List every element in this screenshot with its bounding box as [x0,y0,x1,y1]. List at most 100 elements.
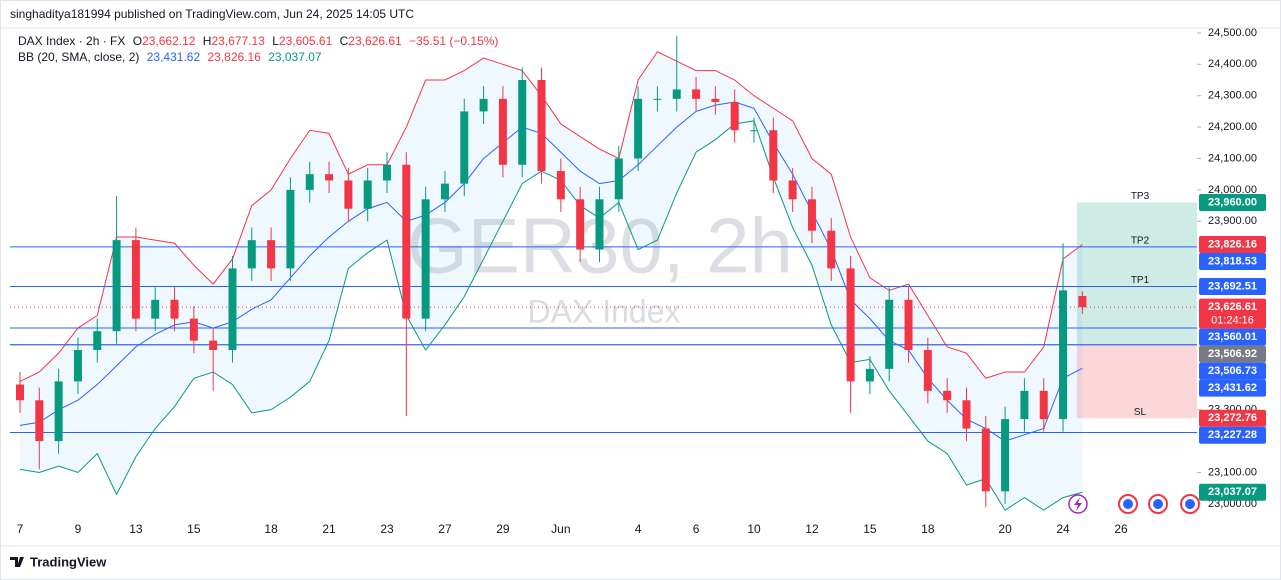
footer-brand: TradingView [30,554,107,569]
x-tick-label: 29 [496,522,510,536]
legend-symbol: DAX Index · 2h · FX [18,34,125,48]
candle-body [827,230,836,269]
candle-body [711,98,720,102]
footer-logo: TradingView [10,554,107,569]
event-dot [1185,499,1195,509]
candle-body [189,318,198,341]
candle-body [923,350,932,391]
candle-body [518,80,527,165]
legend-indicator: BB (20, SMA, close, 2) 23,431.62 23,826.… [18,50,322,64]
candle-body [1020,390,1029,420]
indicator-value: 23,826.16 [207,50,261,64]
candle-body [1039,390,1048,420]
x-tick-label: 27 [438,522,452,536]
price-label-box [1199,409,1266,427]
candle-body [614,158,623,200]
x-tick-label: 20 [998,522,1012,536]
price-label: 23,692.51 [1208,280,1257,292]
candle-body [363,180,372,209]
x-tick-label: 7 [17,522,24,536]
price-label-box [1199,483,1266,501]
logo-mark [10,557,24,567]
candle-body [325,174,334,181]
x-tick-label: 21 [322,522,336,536]
candle-body [981,428,990,492]
position-target-zone [1077,202,1197,345]
x-tick-label: 9 [75,522,82,536]
watermark-sub: DAX Index [528,293,681,329]
candle-body [35,400,44,442]
price-label-box [1199,362,1266,380]
price-label-box [1199,252,1266,270]
candle-body [112,240,121,332]
price-label: 23,227.28 [1208,429,1257,441]
legend-key: L [272,34,279,48]
candle-body [846,268,855,382]
price-label-box [1199,379,1266,397]
legend-key: H [203,34,212,48]
y-tick-label: 24,300.00 [1208,90,1257,102]
x-tick-label: 4 [635,522,642,536]
candle-body [131,240,140,319]
position-level-label: SL [1134,407,1147,418]
price-timer: 01:24:16 [1211,315,1254,327]
price-label: 23,506.73 [1208,365,1257,377]
price-label-box [1199,426,1266,444]
candle-body [904,299,913,351]
candle-body [460,111,469,184]
band-line [19,51,1083,382]
candle-body [16,384,24,401]
candle-body [402,164,411,319]
x-tick-label: 18 [921,522,935,536]
candle-body [54,381,63,442]
price-label: 23,431.62 [1208,382,1257,394]
candle-body [344,180,353,209]
legend-ohlc: DAX Index · 2h · FX O23,662.12 H23,677.1… [18,34,498,48]
x-tick-label: 24 [1056,522,1070,536]
price-label-box [1199,328,1266,346]
candle-body [498,98,507,165]
x-tick-label: 18 [264,522,278,536]
event-bolt [1074,497,1082,511]
candle-body [750,130,758,132]
candle-body [807,199,816,231]
candle-body [634,98,643,159]
candle-body [595,199,604,250]
legend-key: C [340,34,349,48]
candle-body [1078,295,1087,308]
x-tick-label: Jun [551,522,570,536]
candle-body [209,340,218,351]
candle-body [267,240,276,269]
price-label-box [1199,298,1266,329]
price-label: 23,960.00 [1208,196,1257,208]
legend-value: 23,605.61 [279,34,333,48]
band-line [19,120,1083,511]
candle-body [730,101,739,131]
x-tick-label: 10 [747,522,761,536]
y-tick-label: 24,100.00 [1208,152,1257,164]
y-tick-label: 24,400.00 [1208,58,1257,70]
candle-body [885,299,894,369]
indicator-value: 23,431.62 [147,50,201,64]
price-label-box [1199,345,1266,363]
indicator-value: 23,037.07 [268,50,322,64]
price-label: 23,626.61 [1208,301,1257,313]
event-icons [1068,494,1200,514]
candle-body [1059,290,1068,420]
position-level-label: TP2 [1131,236,1150,247]
candle-body [576,199,585,250]
candle-body [653,98,662,100]
candle-body [943,390,952,401]
candle-body [228,268,237,351]
candle-body [769,130,778,181]
candle-body [692,89,701,99]
candle-body [556,171,565,200]
legend-value: 23,626.61 [348,34,402,48]
y-tick-label: 23,100.00 [1208,466,1257,478]
candle-body [440,183,449,200]
candle-body [537,80,546,172]
price-label: 23,826.16 [1208,238,1257,250]
candle-body [962,400,971,429]
